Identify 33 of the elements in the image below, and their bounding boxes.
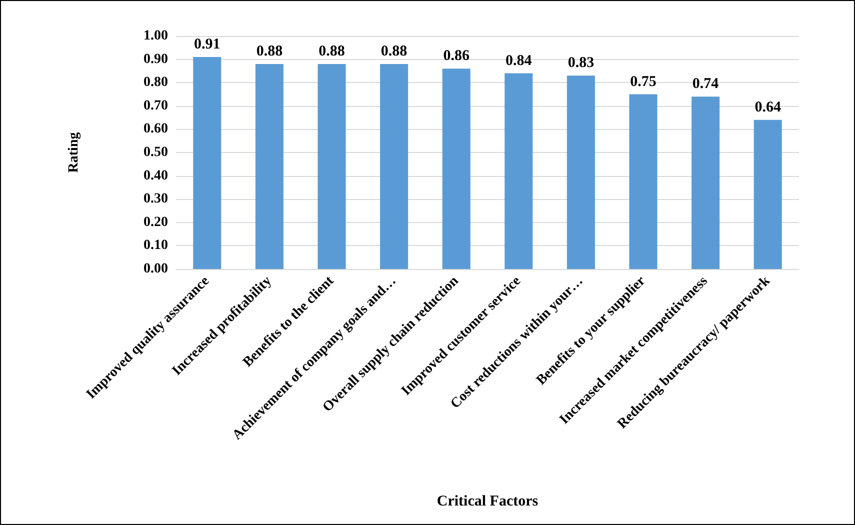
data-label: 0.88 [380, 43, 408, 60]
bar [754, 120, 782, 269]
data-label: 0.64 [754, 99, 782, 116]
y-tick-label: 0.00 [144, 262, 168, 276]
y-tick-label: 0.10 [144, 238, 168, 254]
y-tick-label: 0.70 [144, 98, 168, 114]
y-tick-label: 1.00 [144, 28, 168, 44]
data-label: 0.91 [194, 36, 220, 52]
bar [504, 73, 533, 269]
y-axis-title: Rating [66, 132, 82, 173]
y-tick-label: 0.90 [144, 52, 168, 67]
data-label: 0.83 [568, 55, 594, 72]
bar [692, 96, 720, 269]
bar [255, 64, 284, 269]
bar [566, 76, 595, 269]
x-axis-title: Critical Factors [436, 494, 538, 510]
data-label: 0.88 [256, 43, 283, 60]
data-label: 0.84 [506, 52, 532, 69]
y-tick-label: 0.80 [144, 75, 168, 90]
y-tick-label: 0.50 [144, 145, 168, 160]
y-tick-label: 0.40 [144, 168, 168, 184]
bar [318, 64, 346, 269]
y-tick-label: 0.30 [144, 192, 168, 207]
y-tick-label: 0.20 [144, 214, 168, 230]
data-label: 0.75 [630, 74, 656, 90]
bar [629, 94, 658, 269]
bar [193, 56, 222, 269]
data-label: 0.86 [443, 48, 470, 64]
bar [442, 68, 470, 269]
data-label: 0.88 [318, 43, 345, 60]
data-label: 0.74 [692, 76, 720, 92]
bar [380, 64, 408, 269]
y-tick-label: 0.60 [144, 122, 168, 137]
